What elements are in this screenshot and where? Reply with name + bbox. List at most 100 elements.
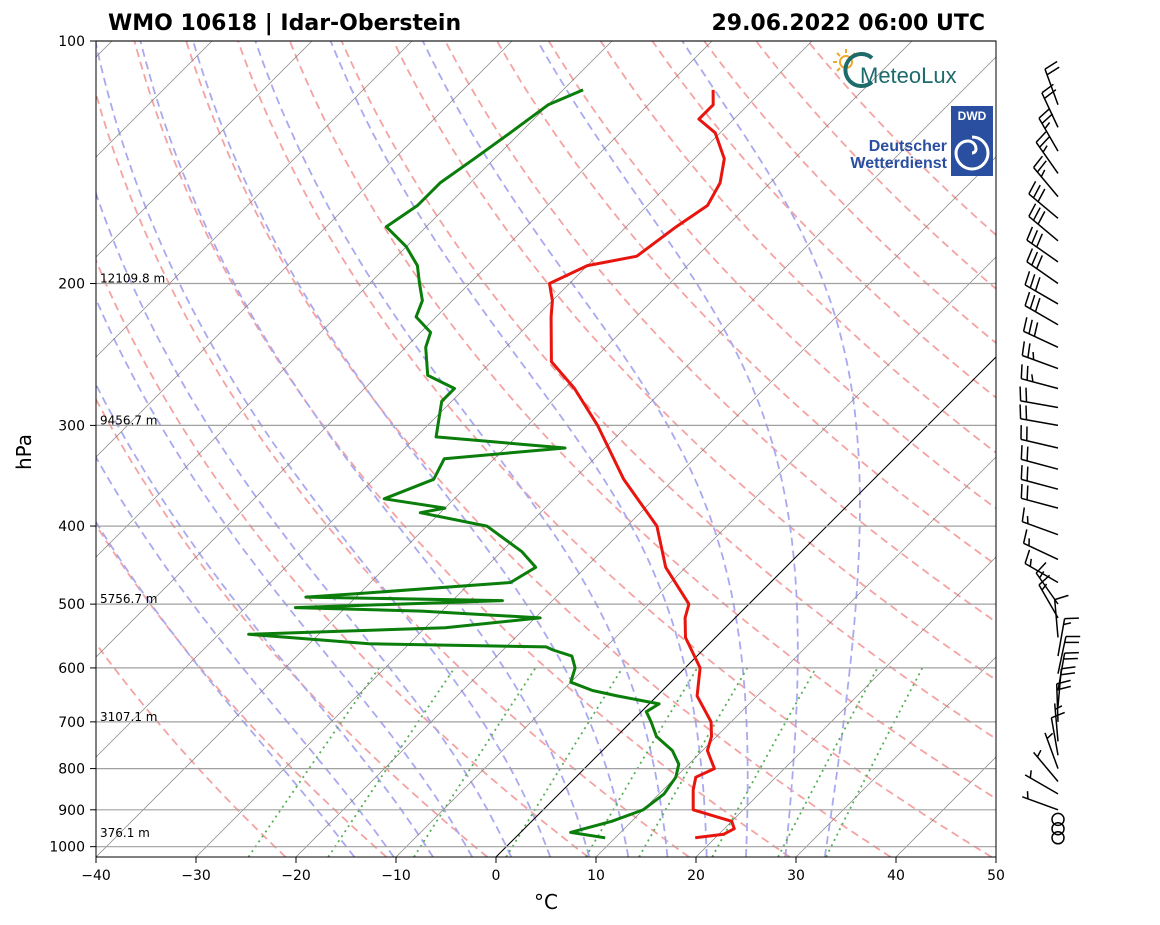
height-label: 3107.1 m	[100, 710, 158, 724]
barb-shaft	[1028, 193, 1059, 219]
y-tick-label: 700	[58, 715, 85, 731]
x-tick-label: 30	[787, 868, 805, 884]
wind-barb	[1053, 594, 1069, 638]
isotherm	[195, 56, 996, 857]
barb-feather	[1044, 60, 1058, 70]
barb-shaft	[1041, 92, 1059, 128]
moist-adiabat	[421, 41, 749, 857]
barb-feather	[1020, 483, 1023, 499]
barb-feather	[1021, 341, 1026, 356]
y-tick-label: 900	[58, 803, 85, 819]
barb-shaft	[1020, 418, 1059, 427]
isotherm	[96, 41, 513, 458]
barb-feather	[1036, 255, 1043, 269]
moist-adiabat	[96, 297, 473, 857]
barb-shaft	[1055, 683, 1059, 722]
isotherm	[595, 456, 996, 857]
barb-feather	[1064, 617, 1079, 620]
barb-feather	[1032, 184, 1041, 199]
wind-barb	[1028, 203, 1059, 242]
calm-circle	[1051, 831, 1065, 845]
moist-adiabat	[536, 41, 799, 857]
barb-feather	[1033, 322, 1039, 337]
wind-barb	[1024, 770, 1059, 795]
barb-feather	[1036, 233, 1043, 248]
isotherm	[995, 856, 996, 857]
barb-feather	[1026, 485, 1029, 500]
barb-shaft	[1026, 261, 1059, 285]
wind-barb	[1020, 364, 1059, 390]
barb-shaft	[1024, 774, 1059, 795]
dwd-badge-text: DWD	[958, 109, 987, 123]
barb-feather	[1019, 404, 1022, 419]
dry-adiabat	[444, 41, 996, 623]
y-tick-label: 300	[58, 418, 85, 434]
barb-feather	[1019, 386, 1022, 401]
barb-feather	[1028, 180, 1037, 195]
wind-barb	[1022, 791, 1059, 811]
barb-feather	[1028, 319, 1033, 334]
barb-shaft	[1035, 572, 1059, 605]
moist-adiabat	[96, 41, 552, 857]
height-labels: 12109.8 m 9456.7 m 5756.7 m 3107.1 m 376.1 m	[100, 272, 165, 840]
y-tick-label: 1000	[49, 840, 85, 856]
barb-feather	[1037, 211, 1046, 225]
y-axis-label: hPa	[12, 434, 36, 470]
wind-barb	[1033, 749, 1059, 782]
wind-barb	[1057, 651, 1079, 691]
barb-feather	[1038, 570, 1045, 579]
barb-shaft	[1024, 305, 1059, 326]
barb-feather	[1044, 122, 1051, 130]
temperature-profile	[548, 89, 736, 840]
meteolux-arc	[843, 52, 874, 88]
dry-adiabat	[96, 397, 488, 857]
dry-adiabat	[288, 41, 996, 800]
y-axis: 100 200 300 400 500 600 700 800 900 1000	[49, 34, 96, 856]
barb-feather	[1022, 317, 1028, 332]
barb-feather	[1039, 136, 1050, 148]
calm-circle	[1051, 812, 1065, 827]
wind-barb	[1051, 821, 1065, 836]
barb-feather	[1063, 622, 1072, 626]
barb-feather	[1060, 672, 1076, 676]
isotherm	[395, 256, 996, 857]
wind-barb	[1026, 226, 1059, 263]
isotherm	[96, 41, 313, 258]
x-tick-label: 0	[492, 868, 501, 884]
barb-shaft	[1022, 354, 1059, 370]
dry-adiabat	[340, 41, 996, 740]
wind-barb	[1028, 180, 1059, 219]
barb-feather	[1021, 507, 1026, 522]
x-tick-label: 10	[587, 868, 605, 884]
barb-feather	[1025, 387, 1028, 402]
zero-isotherm	[495, 356, 996, 857]
barb-shaft	[1044, 732, 1059, 769]
y-tick-label: 400	[58, 519, 85, 535]
y-tick-label: 200	[58, 277, 85, 293]
y-tick-label: 600	[58, 661, 85, 677]
isotherm	[795, 656, 996, 857]
wind-barb	[1051, 831, 1065, 845]
barb-shaft	[1024, 562, 1059, 584]
dry-adiabat	[96, 90, 690, 857]
isotherm	[0, 41, 12, 857]
moist-adiabat	[96, 382, 434, 857]
background-lines	[0, 41, 996, 857]
barb-shaft	[1023, 330, 1059, 348]
dwd-logo: DWD Deutscher Wetterdienst	[850, 106, 993, 176]
calm-circle	[1051, 821, 1065, 836]
dwd-line1: Deutscher	[869, 138, 947, 155]
barb-feather	[1042, 145, 1048, 153]
mixing-ratio-line	[777, 667, 879, 857]
height-label: 9456.7 m	[100, 413, 158, 427]
barb-feather	[1028, 203, 1037, 217]
isotherm	[96, 41, 913, 857]
x-tick-label: 50	[987, 868, 1005, 884]
wind-barb	[1057, 617, 1079, 657]
x-axis-label: °C	[534, 890, 558, 914]
dry-adiabat	[96, 642, 287, 857]
barb-feather	[1024, 271, 1031, 286]
dry-adiabat	[237, 41, 993, 857]
barb-shaft	[1028, 215, 1059, 242]
x-tick-label: 20	[687, 868, 705, 884]
